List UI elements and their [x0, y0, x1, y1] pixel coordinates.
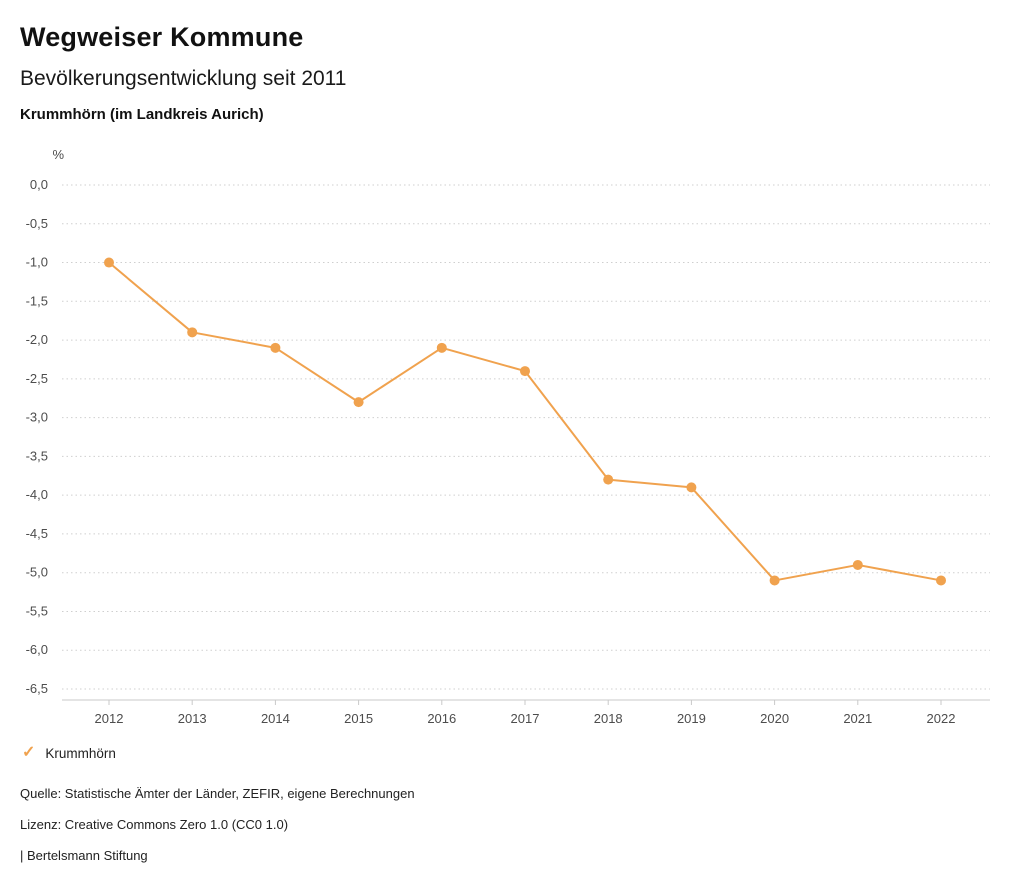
y-tick-label: -5,0	[26, 565, 48, 580]
license-note: Lizenz: Creative Commons Zero 1.0 (CC0 1…	[20, 817, 289, 832]
x-tick-label: 2021	[843, 711, 872, 726]
x-tick-label: 2012	[95, 711, 124, 726]
source-note: Quelle: Statistische Ämter der Länder, Z…	[20, 786, 415, 801]
data-point[interactable]	[603, 474, 614, 485]
y-tick-label: -3,5	[26, 448, 48, 463]
data-point[interactable]	[270, 342, 281, 353]
x-tick-label: 2020	[760, 711, 789, 726]
y-tick-label: -5,5	[26, 603, 48, 618]
page-title: Wegweiser Kommune	[20, 22, 304, 52]
data-point[interactable]	[104, 257, 114, 268]
data-point[interactable]	[187, 327, 198, 338]
x-tick-label: 2019	[677, 711, 706, 726]
x-tick-label: 2014	[261, 711, 290, 726]
y-tick-label: -2,0	[26, 332, 48, 347]
data-point[interactable]	[353, 397, 364, 408]
y-tick-label: 0,0	[30, 177, 48, 192]
chart-title: Bevölkerungsentwicklung seit 2011	[20, 67, 347, 90]
chart-region-subtitle: Krummhörn (im Landkreis Aurich)	[20, 106, 264, 123]
legend-label: Krummhörn	[45, 745, 116, 761]
legend-item-krummhoern[interactable]: ✓ Krummhörn	[22, 745, 116, 761]
x-tick-label: 2022	[927, 711, 956, 726]
y-tick-label: -6,5	[26, 681, 48, 696]
x-tick-label: 2013	[178, 711, 207, 726]
x-tick-label: 2017	[511, 711, 540, 726]
y-tick-label: -3,0	[26, 410, 48, 425]
y-tick-label: -1,0	[26, 255, 48, 270]
data-point[interactable]	[436, 342, 447, 353]
data-point[interactable]	[936, 575, 946, 586]
y-tick-label: -0,5	[26, 216, 48, 231]
line-chart-svg: % 0,0 -0,5 -1,0 -1,5 -2,0 -2,5 -3,0 -3,5 -4,0 -4,5…	[26, 147, 990, 726]
attribution-note: | Bertelsmann Stiftung	[20, 848, 148, 863]
data-point[interactable]	[686, 482, 697, 493]
data-point[interactable]	[769, 575, 780, 586]
data-point[interactable]	[852, 559, 863, 570]
legend-check-icon: ✓	[22, 744, 36, 761]
y-tick-label: -1,5	[26, 293, 48, 308]
x-tick-label: 2015	[344, 711, 373, 726]
x-tick-label: 2018	[594, 711, 623, 726]
y-tick-label: -6,0	[26, 642, 48, 657]
y-tick-label: -4,0	[26, 487, 48, 502]
data-point[interactable]	[520, 366, 530, 377]
x-tick-label: 2016	[427, 711, 456, 726]
series-line	[108, 261, 942, 582]
y-tick-label: -2,5	[26, 371, 48, 386]
y-axis-unit-label: %	[52, 147, 64, 162]
y-tick-label: -4,5	[26, 526, 48, 541]
